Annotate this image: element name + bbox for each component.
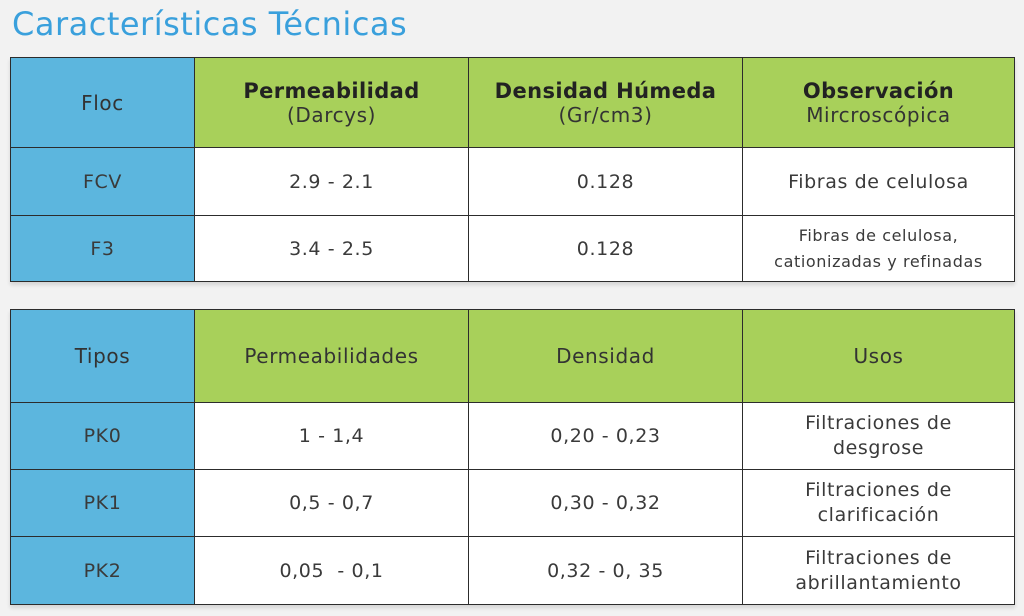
observacion-cell: Fibras de celulosa <box>742 147 1015 216</box>
row-name-cell: F3 <box>10 215 195 282</box>
observacion-sub-label: Mircroscópica <box>806 102 951 127</box>
densidad-humeda-header-cell: Densidad Húmeda (Gr/cm3) <box>468 57 743 148</box>
densidad-value: 0,20 - 0,23 <box>550 425 661 447</box>
usos-header-label: Usos <box>853 344 904 368</box>
permeabilidad-cell: 2.9 - 2.1 <box>194 147 469 216</box>
floc-table-header-row: Floc Permeabilidad (Darcys) Densidad Húm… <box>10 57 1015 148</box>
permeabilidad-value: 2.9 - 2.1 <box>289 170 374 193</box>
row-name-cell: PK1 <box>10 469 195 537</box>
permeabilidades-value: 1 - 1,4 <box>298 425 365 447</box>
permeabilidades-cell: 0,05 - 0,1 <box>194 536 469 605</box>
permeabilidad-unit-label: (Darcys) <box>286 102 377 127</box>
row-name: PK1 <box>83 492 122 514</box>
row-name-cell: FCV <box>10 147 195 216</box>
row-name: PK2 <box>83 559 122 582</box>
densidad-header-cell: Densidad <box>468 309 743 403</box>
permeabilidades-header-cell: Permeabilidades <box>194 309 469 403</box>
usos-header-cell: Usos <box>742 309 1015 403</box>
table-row: PK0 1 - 1,4 0,20 - 0,23 Filtraciones de … <box>10 402 1015 470</box>
floc-header-label: Floc <box>81 90 124 115</box>
usos-value-line: desgrose <box>832 437 925 459</box>
densidad-humeda-header-label: Densidad Húmeda <box>494 78 717 103</box>
observacion-value: Fibras de celulosa <box>788 170 969 193</box>
densidad-value: 0,32 - 0, 35 <box>547 559 664 582</box>
permeabilidades-header-label: Permeabilidades <box>244 344 419 368</box>
row-name-cell: PK2 <box>10 536 195 605</box>
tipos-table: Tipos Permeabilidades Densidad Usos PK0 … <box>10 309 1015 605</box>
tipos-header-cell: Tipos <box>10 309 195 403</box>
permeabilidades-cell: 0,5 - 0,7 <box>194 469 469 537</box>
observacion-value-line: Fibras de celulosa, <box>798 225 959 245</box>
observacion-header-cell: Observación Mircroscópica <box>742 57 1015 148</box>
table-row: PK1 0,5 - 0,7 0,30 - 0,32 Filtraciones d… <box>10 469 1015 537</box>
permeabilidades-cell: 1 - 1,4 <box>194 402 469 470</box>
densidad-header-label: Densidad <box>556 344 655 368</box>
usos-cell: Filtraciones de abrillantamiento <box>742 536 1015 605</box>
table-row: FCV 2.9 - 2.1 0.128 Fibras de celulosa <box>10 147 1015 216</box>
densidad-value: 0.128 <box>576 237 635 260</box>
usos-cell: Filtraciones de desgrose <box>742 402 1015 470</box>
usos-cell: Filtraciones de clarificación <box>742 469 1015 537</box>
permeabilidad-header-label: Permeabilidad <box>243 78 420 103</box>
tipos-header-label: Tipos <box>74 344 131 368</box>
table-row: F3 3.4 - 2.5 0.128 Fibras de celulosa, c… <box>10 215 1015 282</box>
densidad-cell: 0,30 - 0,32 <box>468 469 743 537</box>
row-name-cell: PK0 <box>10 402 195 470</box>
permeabilidad-value: 3.4 - 2.5 <box>289 237 374 260</box>
permeabilidades-value: 0,05 - 0,1 <box>279 559 384 582</box>
observacion-cell: Fibras de celulosa, cationizadas y refin… <box>742 215 1015 282</box>
tipos-table-header-row: Tipos Permeabilidades Densidad Usos <box>10 309 1015 403</box>
usos-value-line: Filtraciones de <box>805 546 952 569</box>
densidad-value: 0.128 <box>576 170 635 193</box>
row-name: FCV <box>83 170 122 193</box>
usos-value-line: clarificación <box>817 504 940 526</box>
observacion-header-label: Observación <box>802 78 955 103</box>
densidad-cell: 0.128 <box>468 147 743 216</box>
row-name: PK0 <box>83 425 122 447</box>
observacion-value-line: cationizadas y refinadas <box>774 251 983 271</box>
page-title: Características Técnicas <box>12 5 408 43</box>
densidad-cell: 0.128 <box>468 215 743 282</box>
usos-value-line: Filtraciones de <box>805 479 952 501</box>
floc-table: Floc Permeabilidad (Darcys) Densidad Húm… <box>10 57 1015 282</box>
densidad-unit-label: (Gr/cm3) <box>558 102 653 127</box>
permeabilidad-header-cell: Permeabilidad (Darcys) <box>194 57 469 148</box>
row-name: F3 <box>90 237 115 260</box>
usos-value-line: Filtraciones de <box>805 412 952 434</box>
permeabilidades-value: 0,5 - 0,7 <box>289 492 374 514</box>
usos-value-line: abrillantamiento <box>795 571 962 594</box>
permeabilidad-cell: 3.4 - 2.5 <box>194 215 469 282</box>
densidad-value: 0,30 - 0,32 <box>550 492 661 514</box>
densidad-cell: 0,20 - 0,23 <box>468 402 743 470</box>
densidad-cell: 0,32 - 0, 35 <box>468 536 743 605</box>
table-row: PK2 0,05 - 0,1 0,32 - 0, 35 Filtraciones… <box>10 536 1015 605</box>
floc-header-cell: Floc <box>10 57 195 148</box>
